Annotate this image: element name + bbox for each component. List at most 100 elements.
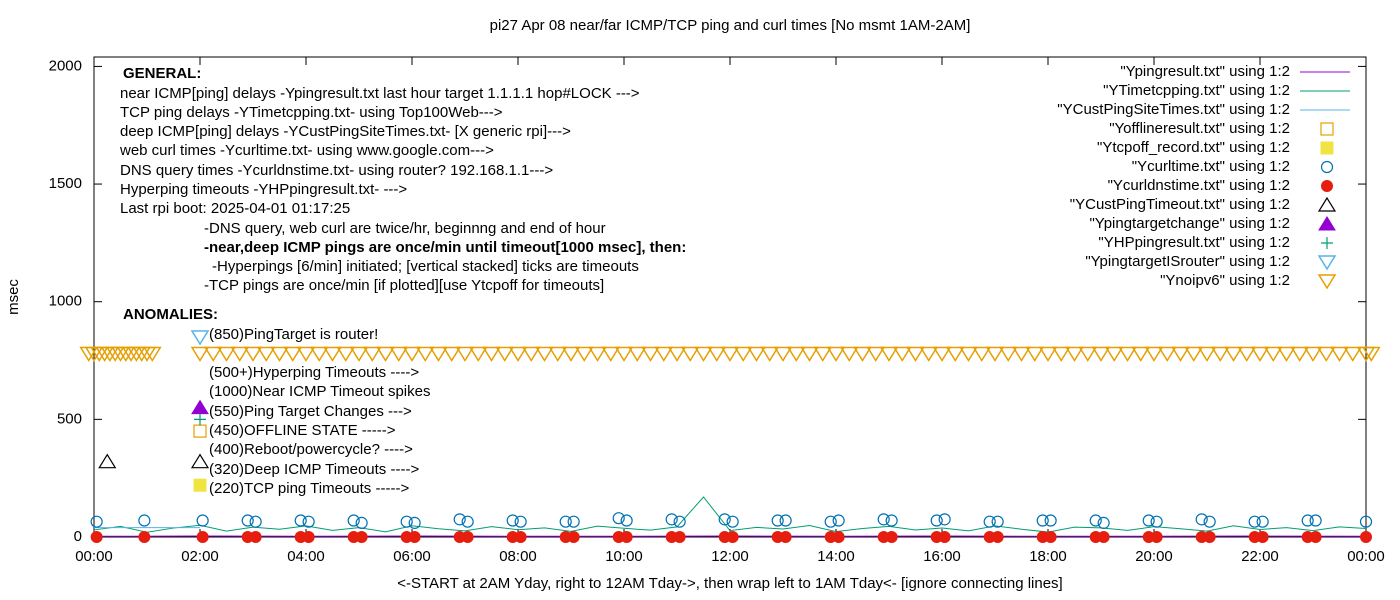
legend-swatch: [1317, 196, 1337, 212]
marker: [514, 531, 527, 543]
marker: [355, 531, 368, 543]
marker: [194, 413, 206, 426]
y-axis-label: msec: [5, 279, 22, 315]
legend-swatch: [1321, 237, 1333, 249]
marker: [1025, 346, 1045, 362]
marker: [747, 346, 766, 362]
marker: [90, 531, 103, 543]
marker: [376, 346, 395, 362]
marker: [453, 513, 466, 526]
legend-swatch: [1317, 274, 1337, 290]
marker: [866, 346, 886, 362]
legend-label: "Ytcpoff_record.txt" using 1:2: [1097, 139, 1290, 156]
marker: [521, 346, 541, 362]
marker: [985, 346, 1005, 362]
legend-label: "Ycurldnstime.txt" using 1:2: [1108, 177, 1290, 194]
marker: [665, 513, 678, 526]
marker: [1343, 346, 1363, 362]
marker: [191, 399, 209, 415]
marker: [839, 346, 859, 362]
marker: [389, 346, 409, 362]
marker: [138, 514, 151, 527]
marker: [892, 346, 912, 362]
marker: [415, 346, 435, 362]
marker: [932, 346, 952, 362]
marker: [733, 346, 753, 362]
marker: [1150, 515, 1163, 528]
marker: [138, 531, 151, 543]
marker: [627, 346, 647, 362]
marker: [574, 346, 594, 362]
marker: [241, 514, 254, 527]
marker: [309, 346, 329, 362]
marker: [771, 514, 784, 527]
x-tick-label: 16:00: [923, 548, 961, 565]
marker: [726, 515, 739, 528]
marker: [673, 531, 686, 543]
legend-label: "YpingtargetISrouter" using 1:2: [1085, 253, 1290, 270]
legend-swatch: [1320, 122, 1334, 136]
marker: [945, 346, 965, 362]
annotation: (220)TCP ping Timeouts ----->: [209, 480, 409, 497]
x-tick-label: 12:00: [711, 548, 749, 565]
marker: [100, 346, 120, 362]
marker: [779, 514, 792, 527]
marker: [355, 516, 368, 529]
marker: [1237, 346, 1257, 362]
marker: [506, 514, 519, 527]
marker: [196, 514, 209, 527]
marker: [455, 346, 475, 362]
marker: [718, 513, 731, 526]
marker: [1012, 346, 1031, 362]
marker: [1065, 346, 1084, 362]
annotation: deep ICMP[ping] delays -YCustPingSiteTim…: [120, 123, 571, 140]
y-tick-label: 500: [57, 410, 82, 427]
marker: [773, 346, 793, 362]
annotation: GENERAL:: [123, 65, 201, 82]
chart-title: pi27 Apr 08 near/far ICMP/TCP ping and c…: [490, 17, 971, 34]
marker: [680, 346, 700, 362]
marker: [1359, 515, 1373, 528]
marker: [442, 346, 462, 362]
marker: [567, 531, 580, 543]
legend-label: "Ynoipv6" using 1:2: [1160, 272, 1290, 289]
marker: [190, 453, 210, 469]
marker: [121, 346, 141, 362]
marker: [906, 346, 925, 362]
marker: [495, 346, 515, 362]
marker: [349, 346, 369, 362]
legend-label: "Ycurltime.txt" using 1:2: [1132, 158, 1290, 175]
marker: [1184, 346, 1204, 362]
marker: [294, 514, 307, 527]
legend-label: "Yofflineresult.txt" using 1:2: [1109, 120, 1290, 137]
marker: [567, 515, 580, 528]
marker: [1309, 514, 1322, 527]
annotation: ANOMALIES:: [123, 306, 218, 323]
marker: [1309, 531, 1322, 543]
marker: [1195, 513, 1208, 526]
marker: [1263, 346, 1283, 362]
marker: [249, 515, 262, 528]
legend-label: "Ypingresult.txt" using 1:2: [1120, 63, 1290, 80]
annotation: near ICMP[ping] delays -Ypingresult.txt …: [120, 85, 640, 102]
marker: [654, 346, 674, 362]
x-tick-label: 04:00: [287, 548, 325, 565]
marker: [193, 424, 207, 438]
marker: [196, 531, 209, 543]
marker: [127, 346, 146, 362]
annotation: (1000)Near ICMP Timeout spikes: [209, 383, 430, 400]
marker: [853, 346, 872, 362]
marker: [1144, 346, 1164, 362]
marker: [362, 346, 382, 362]
marker: [302, 515, 315, 528]
marker: [938, 531, 951, 543]
marker: [1097, 516, 1110, 529]
marker: [535, 346, 554, 362]
legend-swatch: [1317, 255, 1337, 271]
marker: [111, 346, 130, 362]
marker: [217, 346, 236, 362]
marker: [1256, 515, 1269, 528]
x-tick-label: 14:00: [817, 548, 855, 565]
